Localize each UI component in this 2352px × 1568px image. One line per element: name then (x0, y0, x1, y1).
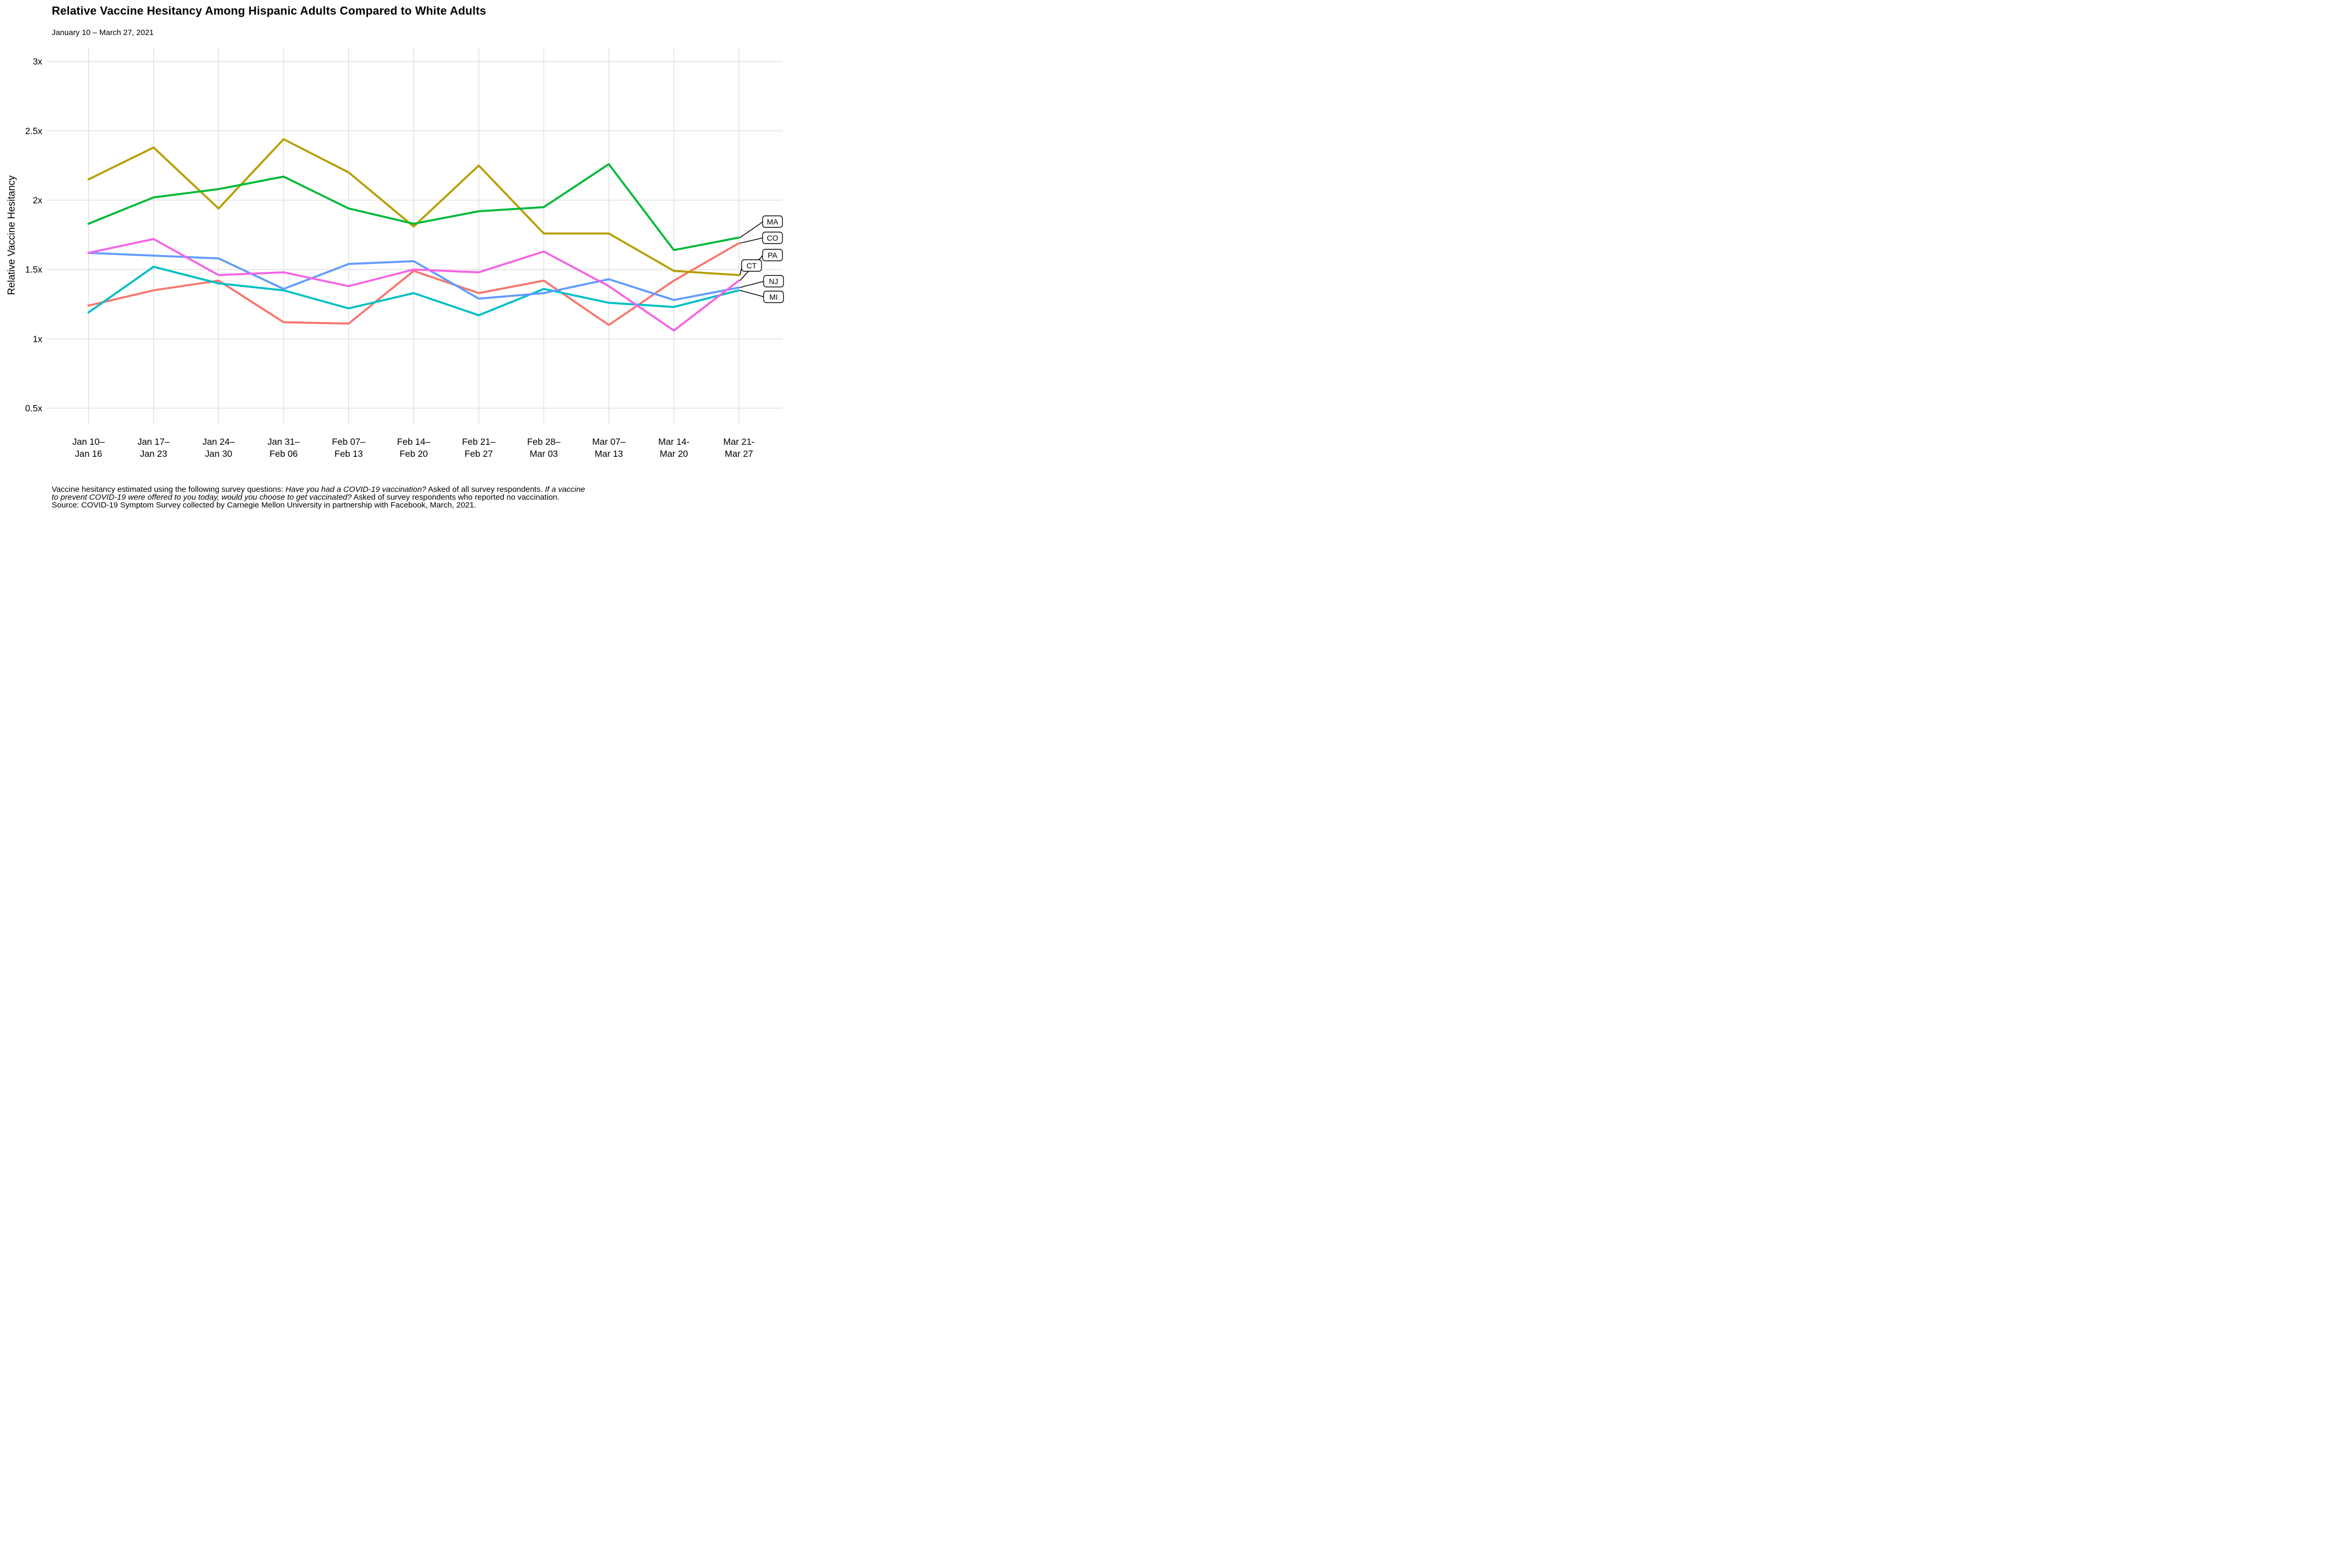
chart-subtitle: January 10 – March 27, 2021 (52, 28, 154, 37)
x-tick-label-6: Feb 21– (462, 436, 495, 447)
series-label-box-PA (762, 249, 783, 261)
x-tick-label-2: Jan 30 (205, 448, 232, 459)
x-tick-label-2: Jan 24– (202, 436, 235, 447)
footnote-italic-segment: Have you had a COVID-19 vaccination? (285, 485, 426, 494)
label-leader-MI (740, 290, 765, 297)
series-label-text-NJ: NJ (769, 278, 778, 286)
x-tick-label-3: Feb 06 (270, 448, 298, 459)
footnote-italic-segment: to prevent COVID-19 were offered to you … (52, 492, 352, 502)
x-tick-label-10: Mar 21- (723, 436, 755, 447)
footnote-text-segment: Source: COVID-19 Symptom Survey collecte… (52, 500, 477, 510)
label-leader-NJ (740, 281, 765, 288)
x-tick-label-10: Mar 27 (725, 448, 753, 459)
series-line-MA (87, 163, 740, 251)
series-line-NJ (87, 251, 740, 301)
x-tick-label-0: Jan 10– (72, 436, 105, 447)
series-label-box-NJ (763, 275, 784, 287)
chart-title: Relative Vaccine Hesitancy Among Hispani… (52, 4, 487, 17)
x-tick-label-4: Feb 07– (332, 436, 365, 447)
x-tick-label-3: Jan 31– (268, 436, 300, 447)
series-line-CT (87, 138, 740, 276)
x-tick-label-9: Mar 14- (658, 436, 689, 447)
y-tick-label-2.5x: 2.5x (25, 125, 42, 136)
x-tick-label-6: Feb 27 (465, 448, 493, 459)
x-tick-label-8: Mar 13 (595, 448, 623, 459)
footnote-line-1: Vaccine hesitancy estimated using the fo… (52, 486, 778, 494)
chart-footnote: Vaccine hesitancy estimated using the fo… (52, 486, 778, 510)
series-label-text-CT: CT (746, 262, 756, 271)
series-label-box-CO (762, 232, 783, 244)
footnote-text-segment: Vaccine hesitancy estimated using the fo… (52, 485, 286, 494)
page: { "title": "Relative Vaccine Hesitancy A… (0, 0, 784, 523)
x-tick-label-7: Feb 28– (527, 436, 560, 447)
series-line-PA (87, 238, 740, 332)
x-tick-label-8: Mar 07– (592, 436, 626, 447)
series-label-text-MA: MA (767, 218, 778, 227)
series-label-box-MA (762, 215, 783, 228)
footnote-italic-segment: If a vaccine (545, 485, 585, 494)
series-label-box-CT (741, 259, 762, 272)
footnote-text-segment: Asked of survey respondents who reported… (351, 492, 560, 502)
series-label-text-MI: MI (769, 294, 778, 302)
x-tick-label-1: Jan 17– (137, 436, 170, 447)
y-tick-label-2x: 2x (33, 195, 43, 205)
footnote-line-2: to prevent COVID-19 were offered to you … (52, 492, 778, 502)
series-label-text-CO: CO (767, 235, 778, 243)
footnote-line-3: Source: COVID-19 Symptom Survey collecte… (52, 500, 778, 510)
y-tick-label-1.5x: 1.5x (25, 264, 42, 275)
x-tick-label-7: Mar 03 (529, 448, 558, 459)
x-tick-label-9: Mar 20 (660, 448, 688, 459)
x-tick-label-5: Feb 20 (399, 448, 428, 459)
y-tick-label-3x: 3x (33, 56, 43, 67)
series-label-text-PA: PA (768, 252, 778, 260)
label-leader-MA (740, 221, 764, 238)
y-axis-title: Relative Vaccine Hesitancy (6, 175, 17, 295)
footnote-text-segment: Asked of all survey respondents. (426, 485, 545, 494)
y-tick-label-1x: 1x (33, 333, 43, 344)
x-tick-label-5: Feb 14– (397, 436, 431, 447)
label-leader-CO (740, 237, 764, 244)
x-tick-label-0: Jan 16 (75, 448, 102, 459)
series-line-MI (87, 266, 740, 317)
x-tick-label-4: Feb 13 (335, 448, 363, 459)
y-tick-label-0.5x: 0.5x (25, 403, 42, 413)
series-label-box-MI (763, 291, 784, 303)
series-line-CO (87, 242, 740, 326)
x-tick-label-1: Jan 23 (140, 448, 167, 459)
